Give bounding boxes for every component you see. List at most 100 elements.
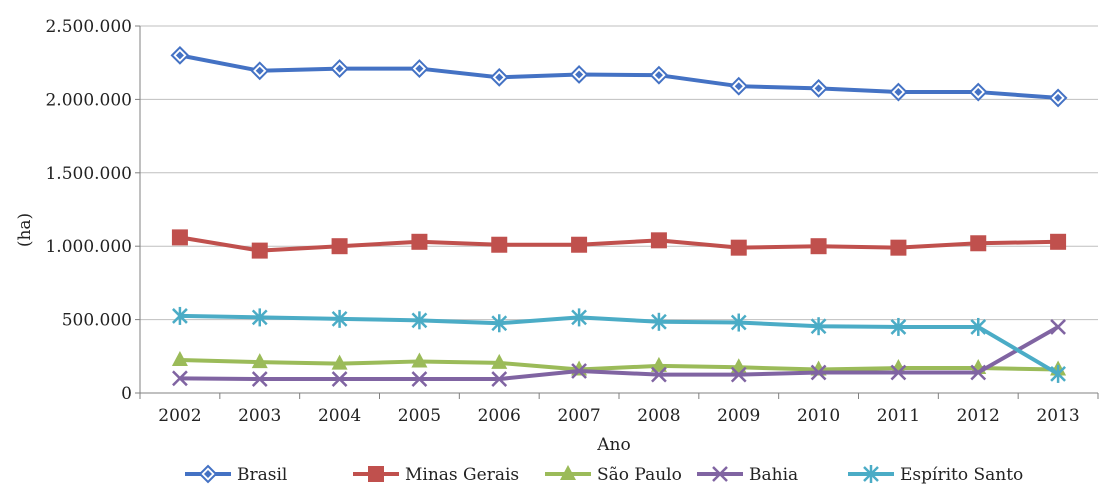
legend-item: Bahia [697, 465, 798, 485]
series-line [179, 313, 1060, 376]
x-tick-label: 2013 [1036, 406, 1079, 426]
data-point [251, 353, 268, 369]
legend: Brasil Minas Gerais São Paulo Bahia Espírito… [185, 464, 1023, 485]
data-point [809, 78, 828, 98]
legend-marker [712, 466, 728, 482]
series-brasil [170, 45, 1068, 108]
data-point [968, 82, 988, 102]
data-point [649, 65, 669, 85]
data-point [810, 364, 827, 381]
series-line [179, 325, 1060, 382]
y-tick-labels: 0 500.000 1.000.000 1.500.000 2.000.000 2.500… [45, 17, 132, 404]
legend-label: São Paulo [597, 465, 682, 485]
x-tick-label: 2004 [318, 406, 361, 426]
data-point [970, 364, 987, 381]
legend-item: Espírito Santo [848, 465, 1023, 485]
series-line [179, 235, 1059, 253]
data-point [331, 354, 348, 370]
data-point [571, 236, 588, 253]
series-group [170, 45, 1068, 387]
data-point [890, 359, 907, 375]
data-point [171, 229, 188, 246]
axes [135, 25, 1099, 399]
data-point [970, 235, 987, 252]
series-line [179, 357, 1059, 372]
y-tick-label: 0 [121, 384, 132, 404]
series-bahia [172, 319, 1066, 387]
data-point [810, 238, 827, 255]
data-point [491, 236, 508, 253]
legend-marker [368, 466, 384, 482]
data-point [489, 67, 509, 87]
x-tick-label: 2007 [557, 406, 600, 426]
data-point [411, 311, 428, 330]
data-point [889, 82, 908, 102]
y-tick-label: 2.000.000 [45, 90, 132, 110]
data-point [1048, 88, 1068, 108]
series-minas-gerais [171, 229, 1067, 259]
legend-item: Brasil [185, 464, 287, 485]
data-point [331, 309, 348, 328]
x-tick-label: 2002 [158, 406, 201, 426]
data-point [491, 353, 508, 369]
data-point [172, 370, 188, 387]
legend-label: Bahia [749, 465, 798, 485]
x-tick-label: 2003 [238, 406, 281, 426]
data-point [250, 61, 270, 81]
data-point [890, 239, 907, 256]
y-tick-label: 500.000 [62, 311, 132, 331]
legend-label: Minas Gerais [405, 465, 519, 485]
data-point [651, 312, 667, 331]
data-point [730, 313, 747, 332]
y-tick-label: 2.500.000 [45, 17, 132, 37]
data-point [410, 59, 429, 78]
legend-label: Espírito Santo [900, 465, 1023, 485]
data-point [172, 306, 188, 325]
data-point [890, 317, 907, 336]
x-tick-label: 2010 [797, 406, 840, 426]
data-point [411, 233, 428, 250]
data-point [331, 371, 348, 387]
data-point [251, 371, 268, 387]
data-point [1050, 319, 1066, 335]
x-tick-label: 2005 [398, 406, 441, 426]
x-tick-label: 2008 [637, 406, 680, 426]
legend-marker [198, 464, 218, 484]
data-point [730, 366, 747, 383]
data-point [411, 352, 428, 368]
data-point [331, 238, 348, 255]
data-point [411, 371, 428, 387]
y-tick-label: 1.000.000 [45, 237, 132, 257]
x-tick-label: 2006 [478, 406, 521, 426]
data-point [810, 317, 827, 336]
data-point [251, 242, 268, 259]
data-point [1050, 233, 1067, 250]
series-line [179, 53, 1059, 100]
data-point [491, 314, 508, 333]
x-tick-label: 2009 [717, 406, 760, 426]
data-point [730, 239, 747, 256]
data-point [729, 76, 749, 96]
data-point [571, 363, 587, 379]
series-espírito-santo [172, 306, 1066, 383]
data-point [1050, 364, 1066, 383]
data-point [491, 371, 508, 387]
legend-marker [560, 465, 576, 480]
data-point [970, 317, 987, 336]
y-tick-label: 1.500.000 [45, 164, 132, 184]
data-point [650, 232, 667, 249]
x-axis-label: Ano [596, 435, 630, 455]
data-point [651, 366, 667, 383]
data-point [330, 59, 349, 78]
legend-item: São Paulo [545, 465, 682, 485]
x-tick-label: 2011 [877, 406, 920, 426]
data-point [170, 45, 190, 65]
data-point [650, 356, 667, 372]
y-axis-label: (ha) [15, 213, 35, 247]
legend-item: Minas Gerais [353, 465, 519, 485]
data-point [171, 350, 188, 366]
data-point [571, 308, 587, 327]
legend-label: Brasil [237, 465, 287, 485]
data-point [251, 308, 268, 327]
